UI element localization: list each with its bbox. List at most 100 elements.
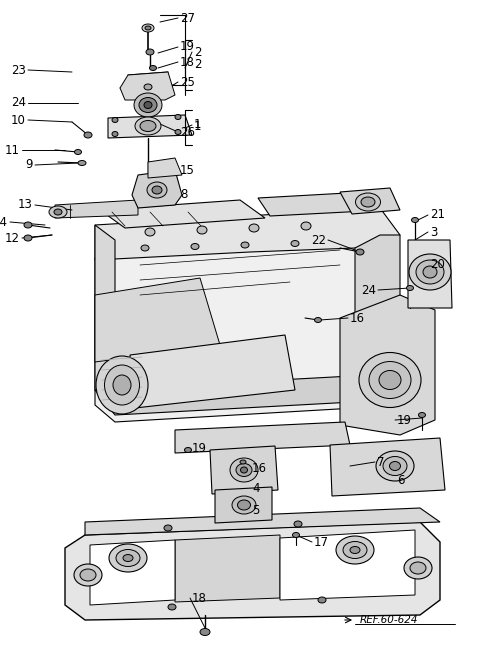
- Ellipse shape: [197, 226, 207, 234]
- Ellipse shape: [379, 370, 401, 390]
- Polygon shape: [330, 438, 445, 496]
- Text: 16: 16: [252, 462, 267, 474]
- Polygon shape: [108, 115, 192, 138]
- Ellipse shape: [294, 521, 302, 527]
- Text: 2: 2: [194, 59, 202, 71]
- Ellipse shape: [249, 224, 259, 232]
- Text: 7: 7: [377, 456, 384, 468]
- Ellipse shape: [164, 525, 172, 531]
- Ellipse shape: [191, 243, 199, 249]
- Text: 21: 21: [430, 209, 445, 221]
- Text: 14: 14: [0, 215, 8, 229]
- Polygon shape: [258, 192, 385, 216]
- Ellipse shape: [318, 597, 326, 603]
- Ellipse shape: [240, 467, 248, 473]
- Ellipse shape: [175, 115, 181, 119]
- Ellipse shape: [410, 562, 426, 574]
- Ellipse shape: [361, 197, 375, 207]
- Ellipse shape: [200, 628, 210, 636]
- Ellipse shape: [54, 209, 62, 215]
- Text: 19: 19: [180, 41, 195, 53]
- Text: 24: 24: [11, 97, 26, 109]
- Polygon shape: [132, 170, 182, 208]
- Ellipse shape: [291, 241, 299, 247]
- Ellipse shape: [145, 228, 155, 236]
- Text: 9: 9: [25, 159, 33, 171]
- Ellipse shape: [147, 182, 167, 198]
- Ellipse shape: [105, 365, 140, 405]
- Polygon shape: [175, 535, 280, 602]
- Text: 18: 18: [180, 55, 195, 69]
- Text: 19: 19: [192, 442, 207, 454]
- Polygon shape: [280, 530, 415, 600]
- Polygon shape: [65, 522, 440, 620]
- Ellipse shape: [112, 117, 118, 123]
- Polygon shape: [95, 278, 220, 362]
- Text: 1: 1: [194, 121, 202, 133]
- Ellipse shape: [236, 464, 252, 476]
- Ellipse shape: [240, 460, 246, 464]
- Polygon shape: [95, 225, 115, 405]
- Polygon shape: [175, 422, 350, 453]
- Polygon shape: [148, 158, 182, 178]
- Ellipse shape: [376, 451, 414, 481]
- Ellipse shape: [359, 352, 421, 408]
- Ellipse shape: [80, 569, 96, 581]
- Ellipse shape: [140, 121, 156, 131]
- Polygon shape: [85, 508, 440, 535]
- Ellipse shape: [404, 557, 432, 579]
- Polygon shape: [340, 295, 435, 435]
- Ellipse shape: [350, 546, 360, 554]
- Ellipse shape: [134, 93, 162, 117]
- Ellipse shape: [419, 412, 425, 418]
- Ellipse shape: [84, 132, 92, 138]
- Ellipse shape: [336, 536, 374, 564]
- Ellipse shape: [356, 193, 381, 211]
- Text: 27: 27: [180, 11, 195, 25]
- Text: 12: 12: [5, 231, 20, 245]
- Polygon shape: [55, 200, 138, 218]
- Polygon shape: [90, 540, 175, 605]
- Ellipse shape: [301, 222, 311, 230]
- Text: 2: 2: [194, 45, 202, 59]
- Text: 3: 3: [430, 225, 437, 239]
- Ellipse shape: [152, 186, 162, 194]
- Text: 26: 26: [180, 125, 195, 139]
- Ellipse shape: [407, 285, 413, 291]
- Ellipse shape: [135, 117, 161, 135]
- Polygon shape: [95, 208, 400, 260]
- Polygon shape: [210, 446, 278, 494]
- Ellipse shape: [314, 317, 322, 323]
- Ellipse shape: [78, 161, 86, 165]
- Text: 13: 13: [18, 199, 33, 211]
- Ellipse shape: [112, 131, 118, 137]
- Ellipse shape: [369, 362, 411, 398]
- Ellipse shape: [149, 65, 156, 71]
- Text: 23: 23: [11, 63, 26, 77]
- Ellipse shape: [144, 101, 152, 109]
- Polygon shape: [408, 240, 452, 308]
- Ellipse shape: [74, 564, 102, 586]
- Polygon shape: [340, 188, 400, 214]
- Text: 6: 6: [397, 474, 405, 486]
- Ellipse shape: [109, 544, 147, 572]
- Text: 19: 19: [397, 414, 412, 426]
- Ellipse shape: [356, 249, 364, 255]
- Text: 5: 5: [252, 504, 259, 516]
- Polygon shape: [100, 200, 265, 228]
- Polygon shape: [215, 487, 272, 523]
- Ellipse shape: [175, 129, 181, 135]
- Text: 17: 17: [314, 536, 329, 548]
- Text: 22: 22: [311, 233, 326, 247]
- Ellipse shape: [230, 458, 258, 482]
- Ellipse shape: [141, 245, 149, 251]
- Ellipse shape: [24, 222, 32, 228]
- Ellipse shape: [145, 26, 151, 30]
- Ellipse shape: [168, 604, 176, 610]
- Text: 11: 11: [5, 143, 20, 157]
- Ellipse shape: [139, 97, 157, 113]
- Ellipse shape: [123, 554, 133, 562]
- Text: REF.60-624: REF.60-624: [360, 615, 419, 625]
- Ellipse shape: [416, 260, 444, 284]
- Ellipse shape: [292, 532, 300, 538]
